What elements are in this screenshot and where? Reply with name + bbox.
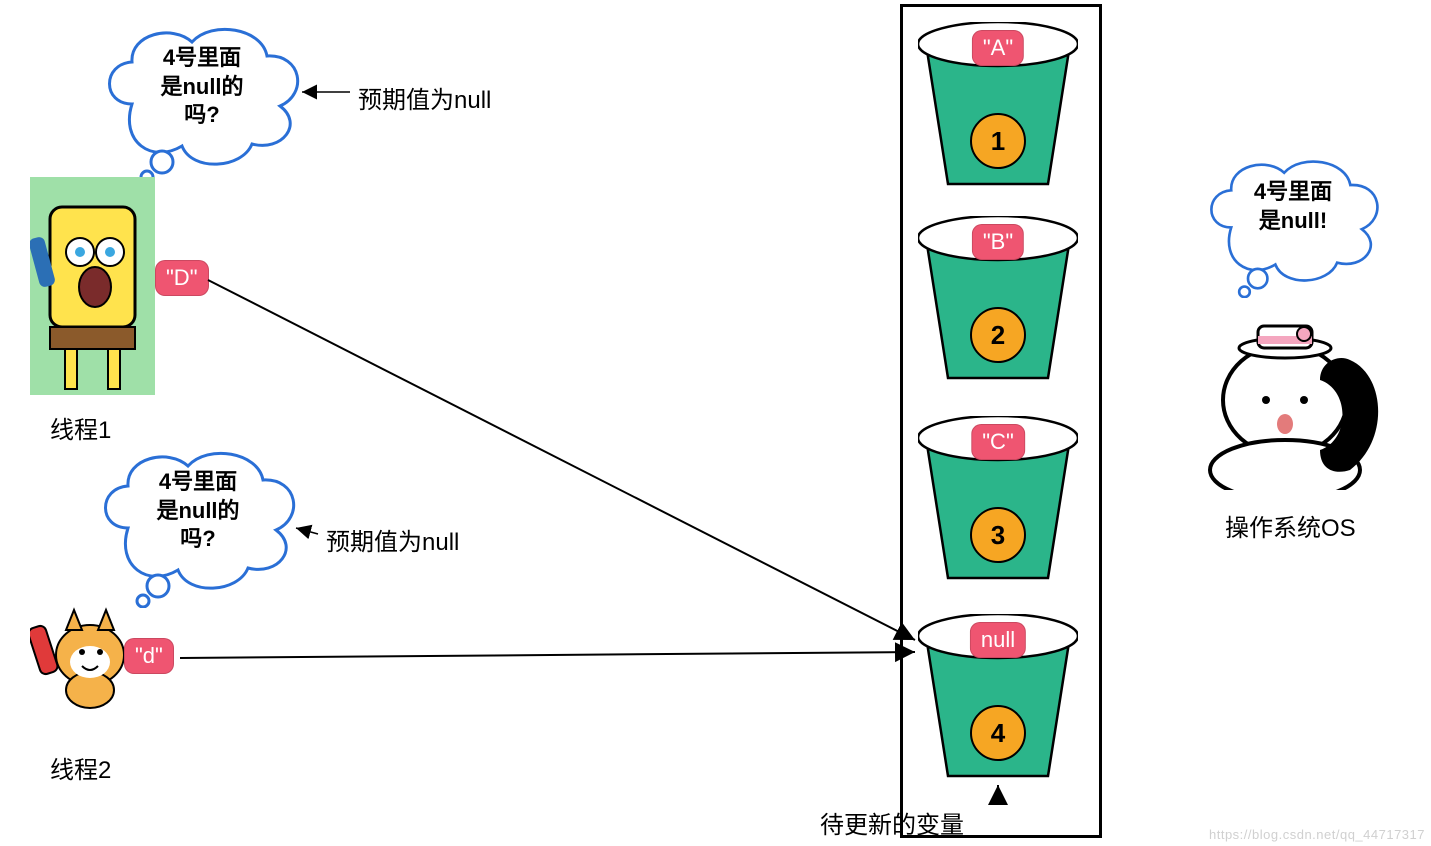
watermark: https://blog.csdn.net/qq_44717317 xyxy=(1209,827,1425,842)
bucket-2-value: "B" xyxy=(972,224,1024,260)
thread1-thought-text: 4号里面是null的吗? xyxy=(92,44,312,130)
bucket-3-index: 3 xyxy=(970,507,1026,563)
os-thought-text: 4号里面是null! xyxy=(1188,178,1398,235)
os-label: 操作系统OS xyxy=(1225,508,1356,543)
thread1-value-badge: "D" xyxy=(155,260,209,296)
bucket-3-value: "C" xyxy=(971,424,1025,460)
bucket-1-index: 1 xyxy=(970,113,1026,169)
thread2-thought: 4号里面是null的吗? xyxy=(88,438,308,608)
bucket-1: "A" 1 xyxy=(918,22,1078,192)
thread1-annotation: 预期值为null xyxy=(358,80,491,115)
thread2-label: 线程2 xyxy=(50,750,111,785)
thread2-annotation: 预期值为null xyxy=(326,522,459,557)
bucket-4: null 4 xyxy=(918,614,1078,784)
memory-pointer-label: 待更新的变量 xyxy=(820,805,964,840)
thread2-value-badge: "d" xyxy=(124,638,174,674)
bucket-4-index: 4 xyxy=(970,705,1026,761)
os-sprite xyxy=(1200,320,1390,490)
bucket-2: "B" 2 xyxy=(918,216,1078,386)
bucket-1-value: "A" xyxy=(972,30,1024,66)
thread1-sprite xyxy=(30,177,155,395)
bucket-3: "C" 3 xyxy=(918,416,1078,586)
bucket-4-value: null xyxy=(970,622,1026,658)
os-thought: 4号里面是null! xyxy=(1188,148,1398,298)
thread2-thought-text: 4号里面是null的吗? xyxy=(88,468,308,554)
bucket-2-index: 2 xyxy=(970,307,1026,363)
thread1-thought: 4号里面是null的吗? xyxy=(92,14,312,184)
